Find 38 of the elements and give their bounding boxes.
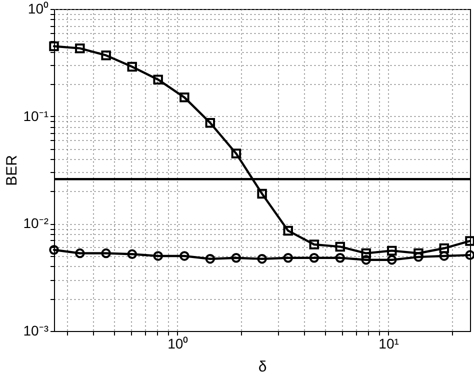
point [283, 253, 293, 263]
point [180, 251, 190, 261]
point [205, 254, 216, 264]
point [231, 253, 242, 263]
x-tick-label: 10¹ [378, 336, 400, 352]
point [439, 243, 450, 254]
point [127, 62, 137, 72]
point [387, 255, 397, 265]
y-tick-label: 10⁰ [28, 0, 48, 16]
point [335, 242, 345, 252]
point [127, 249, 137, 260]
point [335, 253, 345, 263]
point [361, 255, 371, 265]
point [387, 246, 397, 256]
y-axis-title: BER [3, 154, 20, 186]
point [101, 50, 111, 60]
point [153, 251, 163, 261]
x-axis-title: δ [258, 358, 267, 376]
point [361, 248, 371, 258]
point [231, 148, 242, 158]
y-tick-label: 10⁻¹ [23, 108, 49, 124]
y-tick-label: 10⁻² [23, 215, 49, 232]
point [180, 92, 190, 102]
point [283, 226, 293, 236]
point [75, 43, 85, 54]
point [101, 248, 111, 258]
point [153, 74, 163, 84]
y-tick-label: 10⁻³ [23, 322, 49, 338]
point [414, 248, 424, 258]
point [75, 248, 85, 258]
point [257, 254, 267, 264]
point [205, 118, 216, 128]
point [309, 240, 320, 250]
point [465, 236, 474, 246]
point [257, 188, 267, 199]
point [49, 41, 59, 52]
point [309, 253, 320, 263]
point [439, 251, 450, 261]
